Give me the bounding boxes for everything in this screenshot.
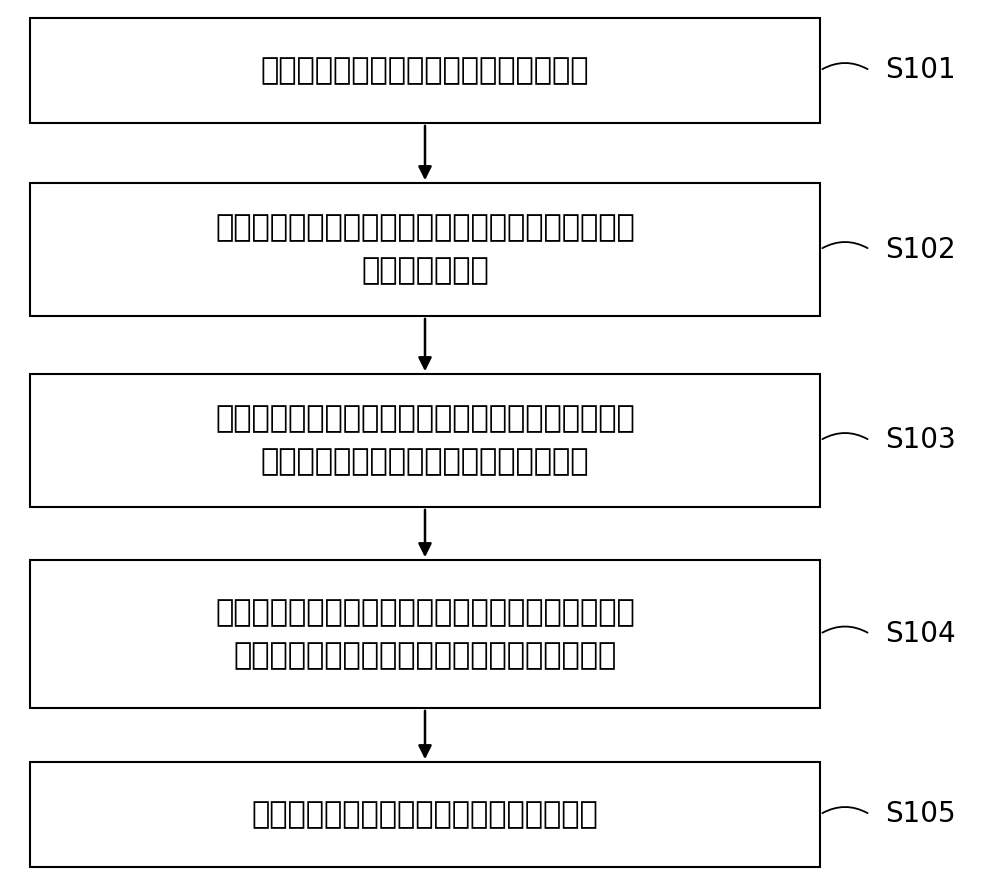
Text: S102: S102 [885, 235, 956, 264]
Text: 根据拟合回归模型确定不同高温下的热导率: 根据拟合回归模型确定不同高温下的热导率 [252, 800, 598, 829]
Text: S104: S104 [885, 620, 956, 648]
Bar [30, 374, 820, 507]
Text: 获取金属样品在不同温度下的热扩散系数: 获取金属样品在不同温度下的热扩散系数 [261, 56, 589, 85]
Text: 将各组初始化拟合回归方程根据温度、热导率进行拟
合优度检验，建立温度与热导率的拟合回归模型: 将各组初始化拟合回归方程根据温度、热导率进行拟 合优度检验，建立温度与热导率的拟… [215, 598, 635, 670]
Text: 根据各组温度、热导率数据，并采用最小二乘法获取
多组温度与热导率的初始化拟合回归方程: 根据各组温度、热导率数据，并采用最小二乘法获取 多组温度与热导率的初始化拟合回归… [215, 405, 635, 477]
Text: S105: S105 [885, 800, 956, 829]
Text: S101: S101 [885, 56, 956, 85]
Bar [30, 18, 820, 123]
Bar [30, 183, 820, 316]
Text: 根据热扩散系数、金属样品的密度和比热容获得对应
温度下的热导率: 根据热扩散系数、金属样品的密度和比热容获得对应 温度下的热导率 [215, 214, 635, 285]
Bar [30, 762, 820, 867]
Bar [30, 560, 820, 708]
Text: S103: S103 [885, 426, 956, 454]
